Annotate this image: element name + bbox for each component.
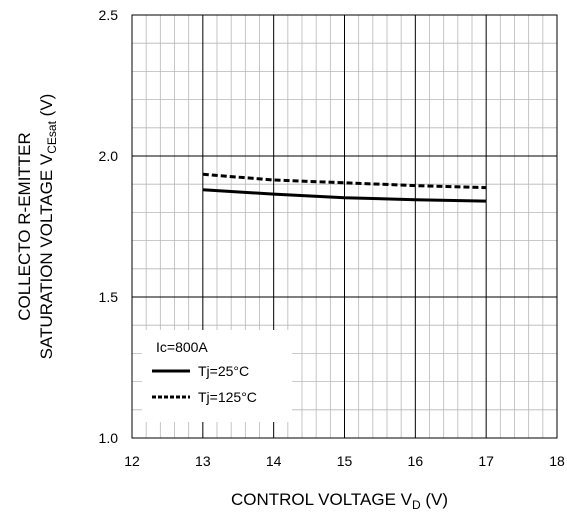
y-axis-title-line2-sub: CEsat: [45, 120, 59, 153]
series-line: [202, 172, 487, 190]
x-tick-label: 16: [408, 453, 424, 469]
legend-box: [142, 330, 292, 422]
y-axis-title-line2-main: SATURATION VOLTAGE V: [37, 153, 56, 359]
x-axis-title: CONTROL VOLTAGE VD (V): [231, 490, 448, 512]
y-axis-title: COLLECTO R-EMITTER SATURATION VOLTAGE VC…: [15, 94, 59, 360]
series-line: [202, 188, 487, 203]
plot-frame: [131, 14, 558, 439]
x-axis-title-unit: (V): [421, 490, 448, 509]
y-tick-label: 2.5: [99, 7, 119, 23]
legend-label: Tj=125°C: [198, 389, 257, 405]
y-tick-label: 2.0: [99, 148, 119, 164]
tick-layer: 12 13 14 15 16 17 18 1.0 1.5 2.0 2.5: [99, 7, 565, 469]
x-tick-label: 18: [549, 453, 565, 469]
legend-entries: Tj=25°C Tj=125°C: [152, 363, 257, 405]
y-axis-title-line2: SATURATION VOLTAGE VCEsat (V): [37, 94, 59, 360]
legend-title: Ic=800A: [156, 339, 208, 355]
y-tick-label: 1.5: [99, 289, 119, 305]
x-tick-label: 15: [337, 453, 353, 469]
x-tick-label: 12: [124, 453, 140, 469]
y-axis-title-line2-unit: (V): [37, 94, 56, 121]
legend: Ic=800A Tj=25°C Tj=125°C: [142, 330, 292, 422]
y-tick-label: 1.0: [99, 430, 119, 446]
x-axis-title-main: CONTROL VOLTAGE V: [231, 490, 413, 509]
x-tick-label: 13: [195, 453, 211, 469]
y-axis-title-line1: COLLECTO R-EMITTER: [15, 132, 34, 321]
x-tick-label: 17: [478, 453, 494, 469]
series-layer: [202, 172, 487, 203]
legend-label: Tj=25°C: [198, 363, 249, 379]
x-axis-title-sub: D: [412, 498, 421, 512]
x-tick-label: 14: [266, 453, 282, 469]
